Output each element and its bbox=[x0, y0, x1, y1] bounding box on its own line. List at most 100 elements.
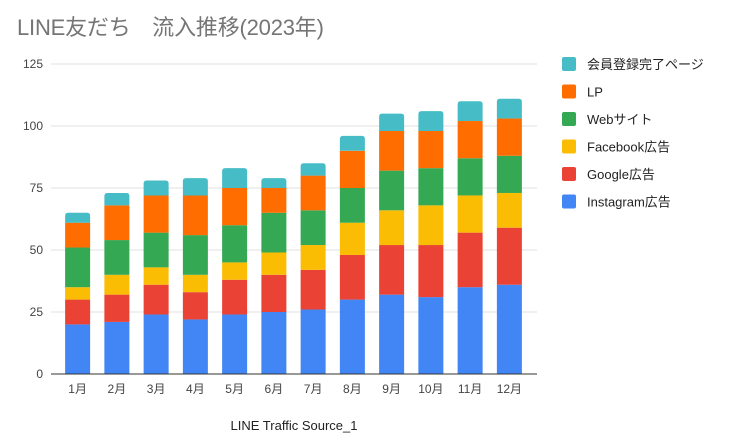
bar-segment bbox=[379, 130, 405, 171]
legend: 会員登録完了ページ LP Webサイト Facebook広告 Google広告 Insta… bbox=[562, 57, 704, 210]
bar-segment bbox=[379, 113, 405, 131]
bar-segment bbox=[104, 321, 130, 374]
legend-label: LP bbox=[587, 85, 603, 100]
bar-stack bbox=[182, 178, 208, 374]
bar-stack bbox=[418, 111, 444, 374]
chart-title: LINE友だち 流入推移(2023年) bbox=[17, 15, 324, 40]
bar-stack bbox=[379, 113, 405, 374]
legend-swatch bbox=[562, 112, 576, 126]
bar-segment bbox=[143, 232, 169, 268]
bar-segment bbox=[65, 222, 91, 248]
x-tick-label: 6月 bbox=[265, 382, 284, 396]
legend-item[interactable]: Instagram広告 bbox=[562, 194, 671, 210]
x-tick-label: 5月 bbox=[225, 382, 244, 396]
legend-swatch bbox=[562, 84, 576, 99]
x-tick-label: 3月 bbox=[147, 382, 166, 396]
bar-segment bbox=[65, 247, 91, 288]
bar-segment bbox=[379, 294, 405, 374]
bar-segment bbox=[457, 287, 483, 374]
bar-segment bbox=[222, 262, 248, 280]
x-tick-label: 9月 bbox=[382, 382, 401, 396]
legend-item[interactable]: Webサイト bbox=[562, 112, 653, 127]
bar-segment bbox=[339, 188, 365, 223]
y-tick-label: 50 bbox=[30, 243, 44, 257]
legend-label: Facebook広告 bbox=[587, 140, 670, 155]
bar-segment bbox=[261, 178, 287, 188]
bar-stack bbox=[222, 168, 248, 374]
bar-stack bbox=[300, 163, 326, 374]
x-tick-label: 1月 bbox=[68, 382, 87, 396]
bar-segment bbox=[182, 319, 208, 374]
legend-item[interactable]: Facebook広告 bbox=[562, 139, 670, 155]
bar-segment bbox=[261, 212, 287, 253]
legend-swatch bbox=[562, 167, 576, 181]
x-tick-label: 10月 bbox=[418, 382, 443, 396]
bar-segment bbox=[182, 178, 208, 196]
gridlines bbox=[51, 63, 537, 313]
bar-segment bbox=[222, 314, 248, 374]
bar-segment bbox=[143, 284, 169, 315]
bar-stack bbox=[143, 180, 169, 374]
bar-stack bbox=[65, 212, 91, 374]
bar-segment bbox=[65, 212, 91, 223]
x-tick-label: 4月 bbox=[186, 382, 205, 396]
legend-swatch bbox=[562, 139, 576, 154]
bar-segment bbox=[339, 135, 365, 151]
bar-segment bbox=[222, 168, 248, 188]
x-tick-label: 11月 bbox=[458, 382, 482, 396]
bar-segment bbox=[182, 274, 208, 293]
bar-segment bbox=[339, 254, 365, 300]
legend-item[interactable]: 会員登録完了ページ bbox=[562, 57, 704, 72]
bars bbox=[65, 98, 522, 374]
bar-segment bbox=[261, 252, 287, 275]
bar-segment bbox=[496, 284, 522, 374]
x-tick-label: 8月 bbox=[343, 382, 362, 396]
bar-segment bbox=[339, 299, 365, 374]
bar-segment bbox=[65, 299, 91, 325]
bar-segment bbox=[300, 245, 326, 270]
bar-segment bbox=[418, 245, 444, 298]
legend-swatch bbox=[562, 194, 576, 209]
bar-segment bbox=[418, 205, 444, 246]
bar-segment bbox=[418, 130, 444, 169]
bar-segment bbox=[182, 195, 208, 236]
bar-segment bbox=[339, 150, 365, 188]
bar-segment bbox=[496, 155, 522, 193]
y-tick-label: 25 bbox=[30, 305, 44, 319]
x-axis-label: LINE Traffic Source_1 bbox=[231, 418, 358, 433]
bar-segment bbox=[222, 188, 248, 226]
bar-segment bbox=[222, 225, 248, 263]
bar-segment bbox=[496, 227, 522, 285]
bar-segment bbox=[379, 210, 405, 246]
bar-segment bbox=[300, 175, 326, 211]
bar-segment bbox=[182, 292, 208, 320]
legend-item[interactable]: Google広告 bbox=[562, 167, 655, 182]
bar-segment bbox=[261, 312, 287, 374]
bar-segment bbox=[300, 269, 326, 310]
bar-segment bbox=[182, 235, 208, 275]
y-tick-label: 75 bbox=[30, 181, 44, 195]
bar-segment bbox=[457, 158, 483, 196]
bar-stack bbox=[261, 178, 287, 374]
bar-segment bbox=[65, 324, 91, 374]
bar-segment bbox=[457, 232, 483, 288]
bar-segment bbox=[104, 274, 130, 295]
bar-segment bbox=[339, 222, 365, 255]
bar-segment bbox=[104, 240, 130, 275]
bar-segment bbox=[300, 210, 326, 246]
bar-stack bbox=[339, 135, 365, 374]
y-tick-label: 0 bbox=[36, 367, 43, 381]
x-tick-label: 12月 bbox=[497, 382, 522, 396]
bar-segment bbox=[143, 180, 169, 196]
legend-label: Google広告 bbox=[587, 167, 655, 182]
bar-segment bbox=[143, 267, 169, 285]
bar-segment bbox=[496, 98, 522, 119]
bar-segment bbox=[300, 163, 326, 176]
legend-item[interactable]: LP bbox=[562, 84, 603, 100]
bar-segment bbox=[261, 274, 287, 312]
legend-label: Webサイト bbox=[587, 112, 653, 127]
bar-segment bbox=[457, 121, 483, 159]
y-axis-ticks: 0 25 50 75 100 125 bbox=[23, 57, 43, 381]
x-tick-label: 7月 bbox=[304, 382, 323, 396]
